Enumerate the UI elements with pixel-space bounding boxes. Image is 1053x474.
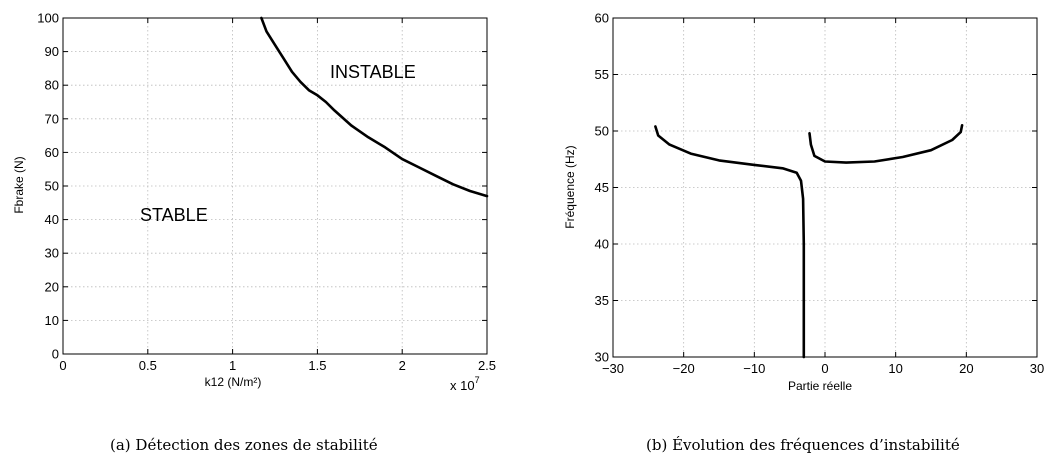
x-axis-label: Partie réelle [788, 379, 852, 393]
y-tick-label: 50 [595, 124, 609, 139]
series-group [260, 16, 489, 198]
y-tick-label: 60 [595, 11, 609, 26]
x-tick-label: 1.5 [308, 358, 326, 373]
y-tick-label: 20 [45, 279, 59, 294]
x-tick-label: 0 [59, 358, 66, 373]
x-tick-label: −30 [602, 361, 624, 376]
chart-a-stability-zones: 0 0.5 1 1.5 2 2.5 0 10 20 30 40 50 60 70 80 90 100 k12 (… [12, 11, 496, 394]
y-axis-label: Fréquence (Hz) [563, 145, 577, 228]
y-tick-label: 100 [37, 11, 59, 26]
x-tick-label: −10 [743, 361, 765, 376]
x-axis-multiplier: x 107 [450, 375, 480, 393]
y-tick-label: 60 [45, 145, 59, 160]
grid [612, 17, 1038, 358]
y-tick-label: 55 [595, 67, 609, 82]
y-tick-label: 90 [45, 44, 59, 59]
x-axis-multiplier-power: 7 [475, 375, 480, 385]
series-line-1 [808, 124, 964, 164]
series-group [654, 124, 964, 359]
series-line-0 [654, 125, 806, 359]
y-tick-label: 10 [45, 313, 59, 328]
caption-b: (b) Évolution des fréquences d’instabili… [646, 436, 960, 454]
y-tick-label: 35 [595, 293, 609, 308]
x-tick-label: 2 [399, 358, 406, 373]
y-axis-label: Fbrake (N) [12, 156, 26, 213]
x-tick-label: 0.5 [139, 358, 157, 373]
tick-group: 0 0.5 1 1.5 2 2.5 0 10 20 30 40 50 60 70 80 90 100 [37, 11, 496, 374]
tick-group: −30 −20 −10 0 10 20 30 30 35 40 45 50 55 60 [595, 11, 1045, 377]
y-tick-label: 45 [595, 180, 609, 195]
x-tick-label: −20 [673, 361, 695, 376]
annotation-instable: INSTABLE [330, 62, 416, 82]
x-tick-label: 2.5 [478, 358, 496, 373]
x-axis-label: k12 (N/m²) [205, 375, 262, 389]
series-line-0 [260, 16, 489, 198]
y-tick-label: 0 [52, 347, 59, 362]
y-tick-label: 30 [45, 246, 59, 261]
x-tick-label: 20 [959, 361, 973, 376]
x-tick-label: 30 [1030, 361, 1044, 376]
grid [62, 17, 488, 355]
annotation-stable: STABLE [140, 205, 208, 225]
y-tick-label: 40 [45, 212, 59, 227]
chart-b-frequency-evolution: −30 −20 −10 0 10 20 30 30 35 40 45 50 55 60 Partie ré… [563, 11, 1044, 394]
y-tick-label: 30 [595, 350, 609, 365]
caption-a: (a) Détection des zones de stabilité [110, 436, 378, 454]
x-tick-label: 0 [821, 361, 828, 376]
y-tick-label: 50 [45, 179, 59, 194]
x-axis-multiplier-base: x 10 [450, 378, 475, 393]
x-tick-label: 10 [888, 361, 902, 376]
y-tick-label: 40 [595, 237, 609, 252]
x-tick-label: 1 [229, 358, 236, 373]
y-tick-label: 70 [45, 111, 59, 126]
y-tick-label: 80 [45, 78, 59, 93]
